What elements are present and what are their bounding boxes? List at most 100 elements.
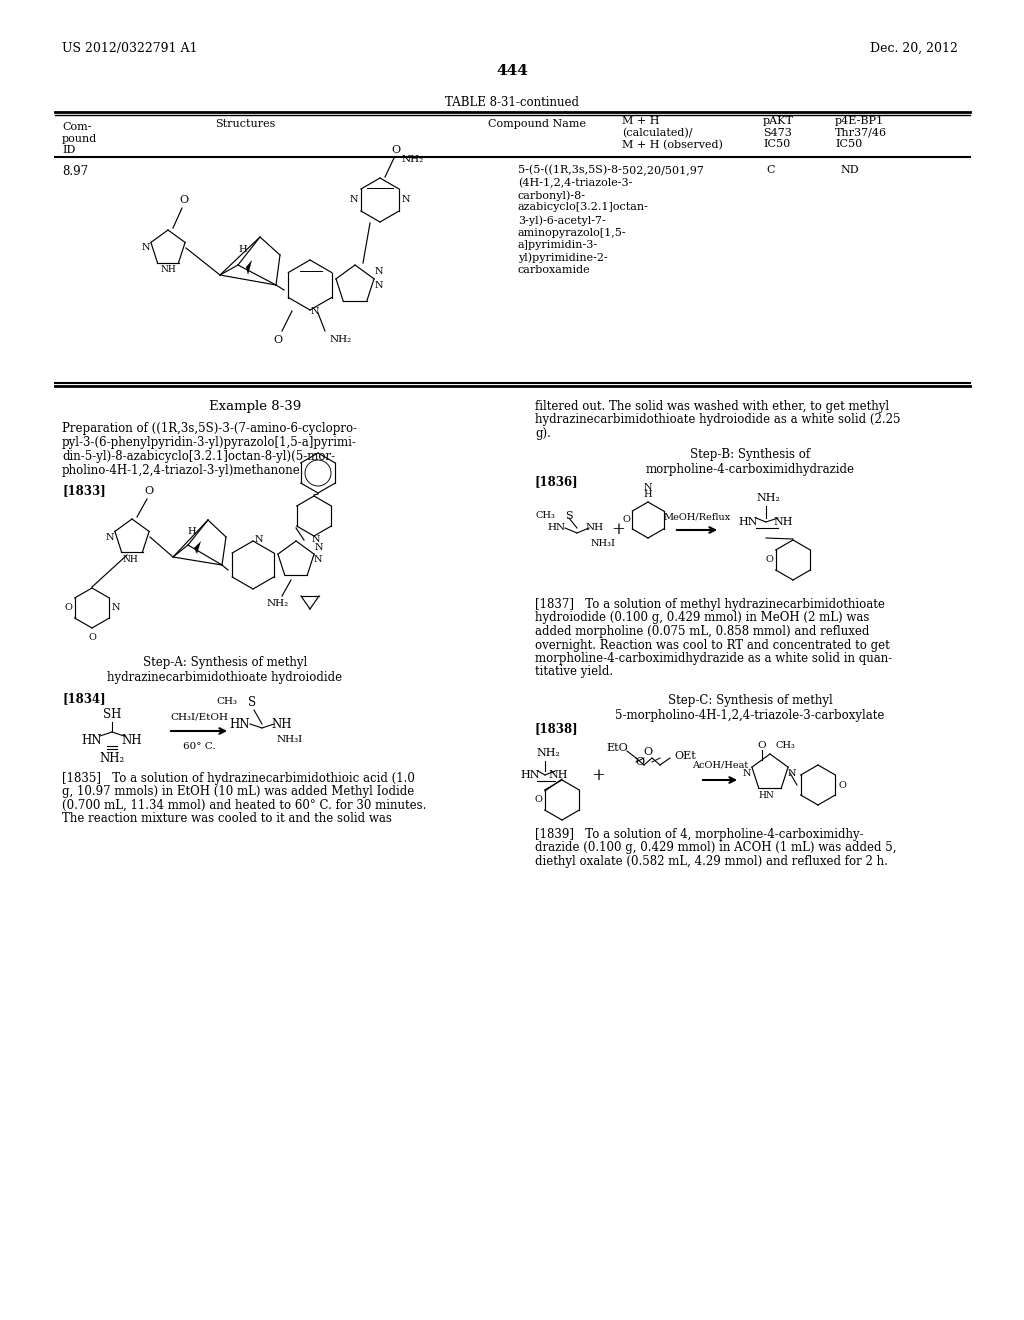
Text: O: O <box>65 603 72 612</box>
Text: EtO: EtO <box>606 743 628 752</box>
Text: HN: HN <box>229 718 250 730</box>
Text: N: N <box>644 483 652 492</box>
Text: Step-C: Synthesis of methyl
5-morpholino-4H-1,2,4-triazole-3-carboxylate: Step-C: Synthesis of methyl 5-morpholino… <box>615 694 885 722</box>
Text: (0.700 mL, 11.34 mmol) and heated to 60° C. for 30 minutes.: (0.700 mL, 11.34 mmol) and heated to 60°… <box>62 799 426 812</box>
Text: g).: g). <box>535 426 551 440</box>
Text: N: N <box>310 308 319 317</box>
Text: [1835]   To a solution of hydrazinecarbimidothioic acid (1.0: [1835] To a solution of hydrazinecarbimi… <box>62 772 415 785</box>
Text: O: O <box>88 634 96 642</box>
Text: carbonyl)-8-: carbonyl)-8- <box>518 190 586 201</box>
Text: filtered out. The solid was washed with ether, to get methyl: filtered out. The solid was washed with … <box>535 400 889 413</box>
Text: H: H <box>644 490 652 499</box>
Text: [1838]: [1838] <box>535 722 579 735</box>
Text: N: N <box>255 535 263 544</box>
Text: HN: HN <box>758 791 774 800</box>
Text: morpholine-4-carboximidhydrazide as a white solid in quan-: morpholine-4-carboximidhydrazide as a wh… <box>535 652 892 665</box>
Text: H: H <box>187 527 197 536</box>
Text: +: + <box>591 767 605 784</box>
Text: [1834]: [1834] <box>62 692 105 705</box>
Text: M + H
(calculated)/
M + H (observed): M + H (calculated)/ M + H (observed) <box>622 116 723 150</box>
Text: NH₂: NH₂ <box>402 156 424 165</box>
Text: NH: NH <box>122 734 142 747</box>
Text: H: H <box>239 244 248 253</box>
Text: din-5-yl)-8-azabicyclo[3.2.1]octan-8-yl)(5-mor-: din-5-yl)-8-azabicyclo[3.2.1]octan-8-yl)… <box>62 450 335 463</box>
Text: NH: NH <box>271 718 292 730</box>
Text: Step-A: Synthesis of methyl
hydrazinecarbimidothioate hydroiodide: Step-A: Synthesis of methyl hydrazinecar… <box>108 656 343 684</box>
Text: ND: ND <box>840 165 859 176</box>
Text: MeOH/Reflux: MeOH/Reflux <box>664 512 731 521</box>
Text: S: S <box>248 696 256 709</box>
Text: CH₃: CH₃ <box>775 741 795 750</box>
Text: NH₃I: NH₃I <box>278 735 303 744</box>
Text: TABLE 8-31-continued: TABLE 8-31-continued <box>445 96 579 110</box>
Text: carboxamide: carboxamide <box>518 265 591 275</box>
Text: [1836]: [1836] <box>535 475 579 488</box>
Text: pholino-4H-1,2,4-triazol-3-yl)methanone: pholino-4H-1,2,4-triazol-3-yl)methanone <box>62 465 301 477</box>
Text: NH: NH <box>586 524 604 532</box>
Text: CH₃: CH₃ <box>216 697 237 706</box>
Text: O: O <box>535 796 542 804</box>
Text: 3-yl)-6-acetyl-7-: 3-yl)-6-acetyl-7- <box>518 215 606 226</box>
Text: N: N <box>375 281 383 289</box>
Text: N: N <box>742 768 752 777</box>
Text: N: N <box>401 195 411 205</box>
Text: [1833]: [1833] <box>62 484 105 498</box>
Text: 5-(5-((1R,3s,5S)-8-: 5-(5-((1R,3s,5S)-8- <box>518 165 622 176</box>
Text: O: O <box>636 756 644 767</box>
Text: N: N <box>112 603 120 612</box>
Text: titative yield.: titative yield. <box>535 665 613 678</box>
Text: O: O <box>144 486 154 496</box>
Text: NH₃I: NH₃I <box>591 540 616 549</box>
Text: g, 10.97 mmols) in EtOH (10 mL) was added Methyl Iodide: g, 10.97 mmols) in EtOH (10 mL) was adde… <box>62 785 415 799</box>
Text: O: O <box>391 145 400 154</box>
Text: aminopyrazolo[1,5-: aminopyrazolo[1,5- <box>518 227 627 238</box>
Text: hydroiodide (0.100 g, 0.429 mmol) in MeOH (2 mL) was: hydroiodide (0.100 g, 0.429 mmol) in MeO… <box>535 611 869 624</box>
Text: N: N <box>311 536 321 544</box>
Text: azabicyclo[3.2.1]octan-: azabicyclo[3.2.1]octan- <box>518 202 649 213</box>
Text: pyl-3-(6-phenylpyridin-3-yl)pyrazolo[1,5-a]pyrimi-: pyl-3-(6-phenylpyridin-3-yl)pyrazolo[1,5… <box>62 436 357 449</box>
Text: drazide (0.100 g, 0.429 mmol) in ACOH (1 mL) was added 5,: drazide (0.100 g, 0.429 mmol) in ACOH (1… <box>535 842 896 854</box>
Text: 444: 444 <box>496 63 528 78</box>
Text: Dec. 20, 2012: Dec. 20, 2012 <box>870 42 957 55</box>
Text: a]pyrimidin-3-: a]pyrimidin-3- <box>518 240 598 249</box>
Text: HN: HN <box>82 734 102 747</box>
Text: NH: NH <box>122 554 138 564</box>
Text: C: C <box>766 165 774 176</box>
Text: p4E-BP1
Thr37/46
IC50: p4E-BP1 Thr37/46 IC50 <box>835 116 887 149</box>
Text: NH: NH <box>548 770 567 780</box>
Text: HN: HN <box>548 524 566 532</box>
Text: S: S <box>565 511 572 521</box>
Text: O: O <box>838 780 846 789</box>
Text: (4H-1,2,4-triazole-3-: (4H-1,2,4-triazole-3- <box>518 177 633 187</box>
Text: HN: HN <box>738 517 758 527</box>
Text: Compound Name: Compound Name <box>488 119 586 129</box>
Text: diethyl oxalate (0.582 mL, 4.29 mmol) and refluxed for 2 h.: diethyl oxalate (0.582 mL, 4.29 mmol) an… <box>535 855 888 869</box>
Text: N: N <box>375 267 383 276</box>
Text: O: O <box>622 516 630 524</box>
Text: NH₂: NH₂ <box>267 599 289 609</box>
Text: N: N <box>313 556 323 565</box>
Text: N: N <box>105 532 115 541</box>
Text: NH: NH <box>160 265 176 275</box>
Text: NH₂: NH₂ <box>99 751 125 764</box>
Text: NH₂: NH₂ <box>330 334 352 343</box>
Text: NH₂: NH₂ <box>756 492 780 503</box>
Text: 8.97: 8.97 <box>62 165 88 178</box>
Text: Step-B: Synthesis of
morpholine-4-carboximidhydrazide: Step-B: Synthesis of morpholine-4-carbox… <box>645 447 854 477</box>
Text: Example 8-39: Example 8-39 <box>209 400 301 413</box>
Text: N: N <box>787 768 797 777</box>
Text: O: O <box>758 741 766 750</box>
Text: overnight. Reaction was cool to RT and concentrated to get: overnight. Reaction was cool to RT and c… <box>535 639 890 652</box>
Text: 502,20/501,97: 502,20/501,97 <box>622 165 703 176</box>
Text: CH₃: CH₃ <box>536 511 555 520</box>
Text: Com-
pound
ID: Com- pound ID <box>62 121 97 156</box>
Polygon shape <box>194 541 201 554</box>
Polygon shape <box>246 260 252 275</box>
Text: AcOH/Heat: AcOH/Heat <box>692 762 749 770</box>
Text: HN: HN <box>520 770 540 780</box>
Text: N: N <box>141 243 151 252</box>
Text: US 2012/0322791 A1: US 2012/0322791 A1 <box>62 42 198 55</box>
Text: Preparation of ((1R,3s,5S)-3-(7-amino-6-cyclopro-: Preparation of ((1R,3s,5S)-3-(7-amino-6-… <box>62 422 357 436</box>
Text: CH₃I/EtOH: CH₃I/EtOH <box>170 713 228 722</box>
Text: O: O <box>273 335 283 345</box>
